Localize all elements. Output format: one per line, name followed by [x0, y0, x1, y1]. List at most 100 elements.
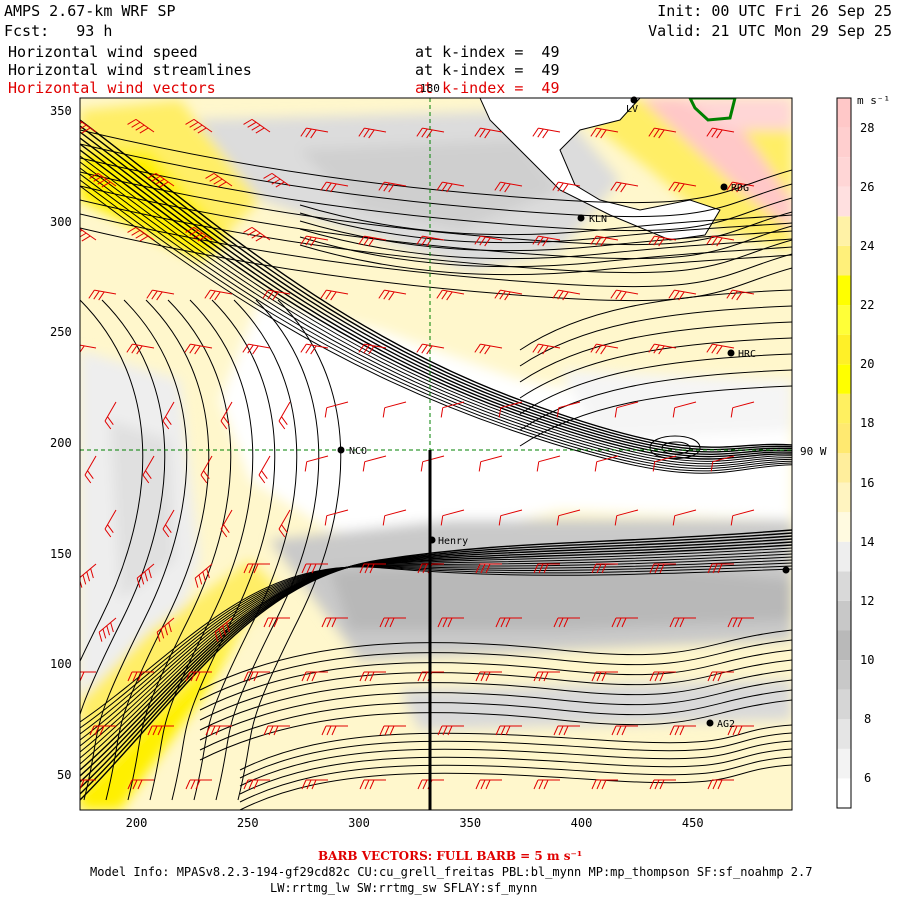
level-vectors: at k-index = 49 [415, 79, 560, 97]
wind-barb [436, 289, 465, 301]
wind-barb [263, 172, 291, 188]
wind-barb [359, 563, 386, 574]
wind-barb [556, 401, 581, 418]
forecast-hour: Fcst: 93 h [4, 22, 113, 40]
wind-barb [243, 118, 271, 134]
streamline [299, 228, 792, 260]
streamline [199, 649, 792, 711]
streamline [299, 220, 792, 252]
wind-barb [304, 455, 329, 472]
streamline [299, 212, 792, 244]
colorbar-label: 18 [860, 416, 875, 431]
wind-barb [88, 289, 117, 301]
colorbar-band [837, 689, 851, 720]
streamline [239, 724, 792, 771]
streamline [239, 740, 792, 787]
streamline [661, 441, 691, 455]
wind-barb [707, 671, 734, 682]
streamline [649, 435, 701, 459]
wind-barb [278, 401, 291, 430]
streamline [80, 137, 792, 455]
y-tick-label: 50 [57, 767, 72, 782]
wind-barb [474, 235, 503, 247]
colorbar-frame [836, 97, 852, 809]
colorbar-band [837, 748, 851, 779]
colorbar-band [837, 541, 851, 572]
wind-barb [127, 779, 154, 790]
wind-barb [533, 671, 560, 682]
wind-barb [142, 455, 155, 484]
wind-barb [147, 725, 174, 736]
station-kln-marker [577, 214, 585, 222]
wind-barb [162, 401, 175, 430]
station-henry-marker [428, 536, 436, 544]
streamline [80, 171, 792, 246]
streamline [80, 566, 792, 723]
y-tick-label: 250 [50, 325, 72, 340]
wind-barb [614, 509, 639, 526]
wind-barb [536, 455, 561, 472]
wind-barb [362, 455, 387, 472]
streamline [199, 629, 792, 691]
wind-barb [321, 617, 348, 628]
model-info: Model Info: MPASv8.2.3-194-gf29cd82c CU:… [90, 865, 813, 879]
wind-barb [610, 181, 639, 193]
wind-barb [611, 617, 638, 628]
wind-barb [706, 235, 735, 247]
wind-barb [610, 289, 639, 301]
wind-barb [162, 509, 175, 538]
wind-barb [320, 181, 349, 193]
wind-barb [200, 455, 213, 484]
streamline [237, 299, 342, 801]
streamline [239, 756, 792, 803]
colorbar-band [837, 778, 851, 808]
wind-barb [611, 725, 638, 736]
field-speed: Horizontal wind speed [8, 43, 198, 61]
wind-barb [358, 343, 387, 355]
colorbar-band [837, 98, 851, 128]
wind-barb [440, 509, 465, 526]
wind-barb [727, 725, 754, 736]
level-speed: at k-index = 49 [415, 43, 560, 61]
colorbar-units: m s⁻¹ [857, 94, 891, 107]
streamline [519, 385, 792, 447]
wind-barb [185, 671, 212, 682]
y-tick-label: 200 [50, 435, 72, 450]
wind-barb [669, 725, 696, 736]
wind-barb [730, 509, 755, 526]
colorbar-band [837, 630, 851, 661]
y-tick-label: 150 [50, 546, 72, 561]
wind-barb [80, 226, 97, 242]
wind-barb [379, 617, 406, 628]
parallel-label: 90 W [800, 445, 827, 458]
streamline [80, 131, 792, 453]
station-rdg-label: RDG [731, 183, 749, 194]
wind-barb [727, 617, 754, 628]
wind-barb [358, 127, 387, 139]
colorbar-band [837, 660, 851, 690]
wind-barb [730, 401, 755, 418]
wind-barb [263, 725, 290, 736]
model-info-line2: LW:rrtmg_lw SW:rrtmg_sw SFLAY:sf_mynn [270, 881, 538, 895]
wind-barb [321, 725, 348, 736]
wind-barb [437, 725, 464, 736]
wind-barb [672, 401, 697, 418]
streamline [199, 669, 792, 731]
wind-barb [706, 127, 735, 139]
streamline [80, 155, 792, 462]
streamline [519, 321, 792, 383]
x-tick-label: 200 [125, 816, 148, 830]
map-frame [79, 97, 793, 811]
wind-barb [436, 181, 465, 193]
wind-barb [127, 226, 155, 242]
wind-barb [532, 127, 561, 139]
wind-barb [262, 289, 291, 301]
x-tick-label: 300 [348, 816, 370, 830]
wind-barb [475, 779, 502, 790]
stations: LV RDG KLN HRC NCO Henry AG2 [337, 96, 790, 730]
colorbar-band [837, 334, 851, 365]
valid-time: Valid: 21 UTC Mon 29 Sep 25 [648, 22, 892, 40]
wind-barb [185, 779, 212, 790]
wind-barb [98, 617, 117, 642]
colorbar-band [837, 364, 851, 394]
